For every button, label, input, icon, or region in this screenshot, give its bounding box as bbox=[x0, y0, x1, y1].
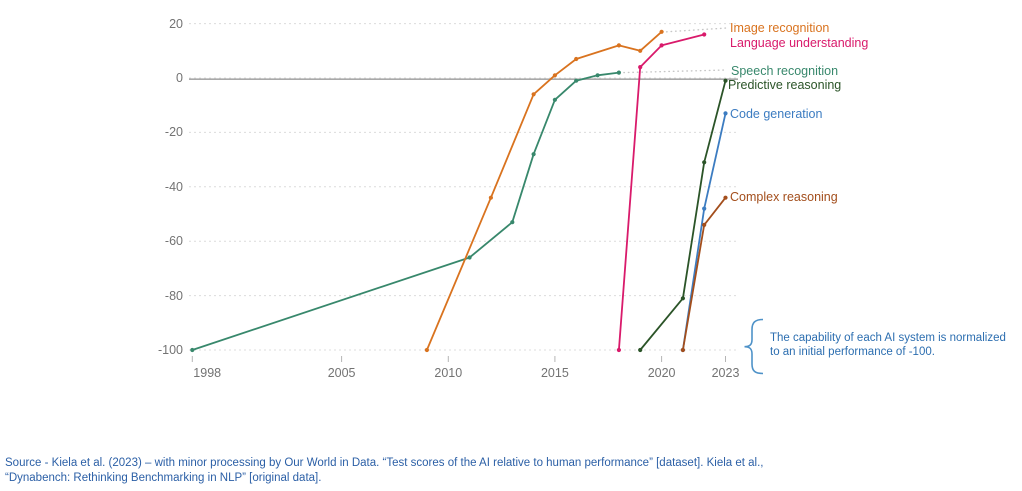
y-tick-label--20: -20 bbox=[164, 125, 183, 140]
x-tick-label-2023: 2023 bbox=[711, 366, 740, 380]
data-point-predictive-2023 bbox=[723, 78, 728, 83]
x-tick-label-2015: 2015 bbox=[540, 366, 569, 380]
x-tick-label-1998: 1998 bbox=[193, 366, 222, 380]
data-point-complex-2023 bbox=[723, 195, 728, 200]
data-point-speech-2011 bbox=[467, 255, 472, 260]
legend-label-complex: Complex reasoning bbox=[730, 189, 838, 204]
data-point-speech-2013 bbox=[510, 220, 515, 225]
data-point-speech-2016 bbox=[574, 78, 579, 83]
data-point-speech-2015 bbox=[552, 97, 558, 102]
data-point-language-2022 bbox=[702, 32, 707, 37]
data-point-speech-2014 bbox=[531, 152, 536, 157]
x-tick-label-2010: 2010 bbox=[434, 366, 463, 380]
series-line-speech bbox=[192, 71, 620, 351]
source-note: Source - Kiela et al. (2023) – with mino… bbox=[5, 456, 1015, 485]
normalization-annotation: The capability of each AI system is norm… bbox=[770, 332, 1020, 359]
data-point-image-2019 bbox=[638, 48, 643, 53]
leader-line-image bbox=[665, 27, 728, 33]
source-line-1: Source - Kiela et al. (2023) – with mino… bbox=[5, 457, 764, 469]
legend-label-code: Code generation bbox=[730, 106, 823, 121]
data-point-image-2015 bbox=[552, 73, 558, 78]
data-point-image-2014 bbox=[531, 92, 536, 97]
legend-label-image: Image recognition bbox=[730, 20, 830, 35]
y-tick-label--60: -60 bbox=[164, 234, 183, 249]
data-point-predictive-2019 bbox=[638, 347, 643, 353]
leader-line-speech bbox=[623, 69, 728, 74]
series-line-complex bbox=[682, 197, 727, 351]
data-point-code-2022 bbox=[702, 206, 707, 211]
y-tick-label--40: -40 bbox=[164, 179, 183, 194]
annotation-brace bbox=[744, 318, 764, 375]
legend-label-language: Language understanding bbox=[730, 35, 869, 50]
data-point-speech-1998 bbox=[190, 347, 195, 353]
annotation-line-2: to an initial performance of -100. bbox=[770, 345, 935, 358]
data-point-image-2020 bbox=[659, 29, 664, 34]
y-tick-label-20: 20 bbox=[169, 16, 183, 31]
y-tick-label-0: 0 bbox=[176, 71, 183, 85]
data-point-speech-2017 bbox=[595, 73, 600, 78]
data-point-speech-2018 bbox=[616, 70, 622, 75]
legend-label-speech: Speech recognition bbox=[731, 63, 839, 78]
x-tick-label-2020: 2020 bbox=[647, 366, 676, 380]
data-point-predictive-2021 bbox=[680, 296, 686, 301]
y-tick-label--100: -100 bbox=[157, 343, 183, 357]
data-point-language-2018 bbox=[616, 347, 622, 353]
data-point-code-2023 bbox=[723, 111, 728, 116]
data-point-predictive-2022 bbox=[702, 160, 707, 165]
data-point-complex-2021 bbox=[680, 347, 686, 353]
data-point-image-2018 bbox=[616, 43, 622, 48]
legend-label-predictive: Predictive reasoning bbox=[728, 77, 842, 92]
series-line-image bbox=[426, 31, 663, 351]
source-line-2: “Dynabench: Rethinking Benchmarking in N… bbox=[5, 471, 322, 484]
data-point-image-2016 bbox=[574, 56, 579, 62]
x-tick-label-2005: 2005 bbox=[327, 366, 356, 380]
annotation-line-1: The capability of each AI system is norm… bbox=[770, 332, 1006, 344]
y-tick-label--80: -80 bbox=[164, 288, 183, 303]
data-point-language-2020 bbox=[659, 43, 664, 48]
series-line-predictive bbox=[639, 80, 727, 351]
data-point-image-2012 bbox=[488, 195, 493, 200]
data-point-language-2019 bbox=[638, 65, 643, 70]
data-point-image-2009 bbox=[424, 347, 429, 353]
data-point-complex-2022 bbox=[702, 222, 707, 227]
series-line-language bbox=[618, 33, 705, 351]
